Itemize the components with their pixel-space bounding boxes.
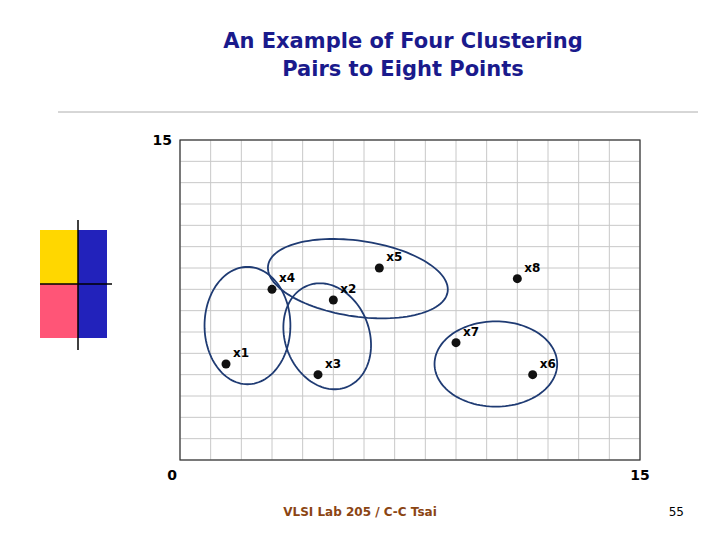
chart: An Example of Four Clustering Pairs to Ei… <box>0 0 720 540</box>
point <box>513 274 522 283</box>
footer: VLSI Lab 205 / C-C Tsai <box>283 505 437 519</box>
point <box>528 370 537 379</box>
grid-line <box>180 396 640 397</box>
point-label: x6 <box>540 357 556 371</box>
point-label: x3 <box>325 357 341 371</box>
annotation: 15 <box>153 132 172 148</box>
title: An Example of Four Clustering <box>223 29 583 53</box>
logo-block <box>40 230 80 284</box>
title-rule <box>58 112 698 113</box>
plot-frame <box>180 140 640 460</box>
grid-line <box>578 140 579 460</box>
point-label: x4 <box>279 271 295 285</box>
cluster-ellipse <box>205 267 291 384</box>
grid-line <box>272 140 273 460</box>
grid-line <box>180 289 640 290</box>
annotation: 0 <box>167 467 177 483</box>
point-label: x5 <box>386 250 402 264</box>
grid-line <box>241 140 242 460</box>
page-number: 55 <box>669 505 684 519</box>
grid-line <box>180 438 640 439</box>
point <box>375 264 384 273</box>
grid-line <box>180 310 640 311</box>
grid-line <box>180 161 640 162</box>
grid-line <box>609 140 610 460</box>
point-label: x1 <box>233 346 249 360</box>
cluster-ellipse <box>283 283 371 389</box>
logo-line <box>77 220 79 350</box>
point-label: x8 <box>524 261 540 275</box>
point <box>268 285 277 294</box>
point-label: x2 <box>340 282 356 296</box>
grid-line <box>302 140 303 460</box>
grid-line <box>180 374 640 375</box>
grid-line <box>548 140 549 460</box>
grid-line <box>486 140 487 460</box>
point <box>222 360 231 369</box>
logo-block <box>40 284 80 338</box>
grid-line <box>517 140 518 460</box>
point-label: x7 <box>463 325 479 339</box>
data-layer <box>205 239 558 407</box>
point <box>452 338 461 347</box>
grid-line <box>394 140 395 460</box>
grid-line <box>364 140 365 460</box>
grid-line <box>180 246 640 247</box>
grid <box>180 140 640 460</box>
grid-line <box>180 225 640 226</box>
grid-line <box>180 417 640 418</box>
point <box>329 296 338 305</box>
cluster-ellipse <box>435 321 558 406</box>
grid-line <box>180 182 640 183</box>
logo-line <box>40 283 112 285</box>
grid-line <box>456 140 457 460</box>
grid-line <box>210 140 211 460</box>
title: Pairs to Eight Points <box>282 57 524 81</box>
grid-line <box>180 332 640 333</box>
annotation: 15 <box>630 467 649 483</box>
point <box>314 370 323 379</box>
grid-line <box>425 140 426 460</box>
logo <box>40 220 112 350</box>
grid-line <box>180 204 640 205</box>
